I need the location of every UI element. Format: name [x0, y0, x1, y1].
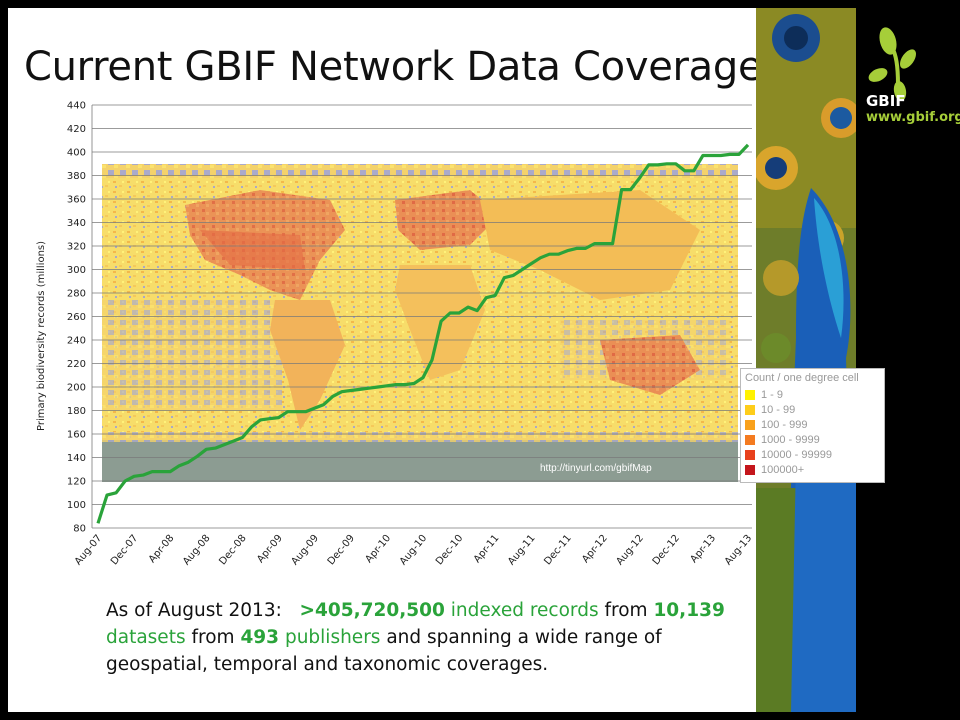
y-tick-label: 360	[67, 195, 86, 206]
y-tick-label: 200	[67, 383, 86, 394]
summary-records: >405,720,500	[299, 600, 445, 621]
legend-label: 10 - 99	[761, 404, 796, 416]
page-title: Current GBIF Network Data Coverage	[24, 44, 763, 90]
x-tick-label: Apr-13	[689, 533, 719, 565]
x-tick-label: Apr-10	[364, 533, 394, 565]
y-tick-label: 120	[67, 477, 86, 488]
x-tick-label: Dec-11	[542, 533, 573, 567]
legend-label: 100 - 999	[761, 419, 808, 431]
y-tick-label: 140	[67, 453, 86, 464]
y-tick-label: 100	[67, 500, 86, 511]
x-tick-label: Aug-07	[73, 533, 104, 568]
legend-label: 1000 - 9999	[761, 434, 820, 446]
x-tick-label: Apr-09	[255, 533, 285, 565]
summary-datasets: 10,139	[653, 600, 725, 621]
summary-text: As of August 2013: >405,720,500 indexed …	[106, 597, 746, 678]
y-tick-label: 300	[67, 265, 86, 276]
legend-swatch	[745, 465, 755, 475]
y-axis-label: Primary biodiversity records (millions)	[36, 241, 47, 431]
summary-records-label: indexed records	[450, 600, 599, 621]
legend-item: 10000 - 99999	[745, 449, 832, 461]
x-tick-label: Apr-11	[472, 533, 502, 565]
x-tick-label: Dec-08	[217, 533, 248, 567]
y-tick-label: 240	[67, 336, 86, 347]
summary-datasets-label: datasets	[106, 627, 186, 648]
x-tick-label: Apr-12	[580, 533, 610, 565]
legend-item: 100 - 999	[745, 419, 807, 431]
summary-prefix: As of August 2013:	[106, 600, 282, 621]
x-tick-label: Aug-12	[614, 533, 645, 568]
y-tick-label: 80	[73, 524, 86, 535]
x-tick-label: Aug-10	[398, 533, 429, 568]
x-tick-label: Dec-07	[109, 533, 140, 567]
x-tick-label: Aug-09	[289, 533, 320, 568]
y-tick-label: 380	[67, 171, 86, 182]
coverage-chart: http://tinyurl.com/gbifMap 80 100 120 140 16…	[36, 101, 754, 568]
legend-swatch	[745, 420, 755, 430]
legend-label: 10000 - 99999	[761, 449, 832, 461]
x-tick-label: Dec-09	[326, 533, 357, 567]
legend-swatch	[745, 405, 755, 415]
y-tick-label: 320	[67, 242, 86, 253]
gbif-logo-url: www.gbif.org	[866, 110, 960, 125]
x-tick-label: Aug-11	[506, 533, 537, 568]
x-tick-label: Aug-08	[181, 533, 212, 568]
legend-swatch	[745, 390, 755, 400]
legend-swatch	[745, 450, 755, 460]
x-tick-label: Dec-12	[651, 533, 682, 567]
legend-item: 10 - 99	[745, 404, 795, 416]
y-tick-label: 280	[67, 289, 86, 300]
y-tick-label: 160	[67, 430, 86, 441]
world-map: http://tinyurl.com/gbifMap	[102, 164, 738, 482]
summary-rest: and spanning a wide range of geospatial,…	[106, 627, 662, 675]
y-tick-label: 400	[67, 148, 86, 159]
legend-label: 1 - 9	[761, 389, 784, 401]
map-url-label: http://tinyurl.com/gbifMap	[540, 463, 652, 474]
gbif-logo-name: GBIF	[866, 92, 906, 110]
gbif-logo	[868, 27, 916, 101]
y-tick-label: 340	[67, 218, 86, 229]
y-tick-label: 220	[67, 359, 86, 370]
summary-from: from	[604, 600, 648, 621]
legend-swatch	[745, 435, 755, 445]
y-axis: 80 100 120 140 160 180 200 220 240 260 280 300 320 34…	[67, 101, 93, 535]
summary-publishers: 493	[240, 627, 280, 648]
y-tick-label: 180	[67, 406, 86, 417]
summary-from: from	[191, 627, 235, 648]
legend-title: Count / one degree cell	[745, 372, 859, 384]
peacock-image	[756, 8, 856, 712]
x-tick-label: Apr-08	[147, 533, 177, 565]
summary-publishers-label: publishers	[284, 627, 381, 648]
legend-item: 1000 - 9999	[745, 434, 820, 446]
x-axis: Aug-07 Dec-07 Apr-08 Aug-08 Dec-08 Apr-09 Aug-…	[73, 533, 754, 568]
legend-item: 100000+	[745, 464, 804, 476]
x-tick-label: Aug-13	[723, 533, 754, 568]
y-tick-label: 440	[67, 101, 86, 112]
map-legend: Count / one degree cell 1 - 9 10 - 99 100 …	[740, 368, 885, 483]
series-line-group	[96, 143, 750, 524]
x-tick-label: Dec-10	[434, 533, 465, 567]
legend-item: 1 - 9	[745, 389, 783, 401]
y-tick-label: 260	[67, 312, 86, 323]
y-tick-label: 420	[67, 124, 86, 135]
legend-label: 100000+	[761, 464, 805, 476]
chart-grid	[92, 104, 752, 529]
